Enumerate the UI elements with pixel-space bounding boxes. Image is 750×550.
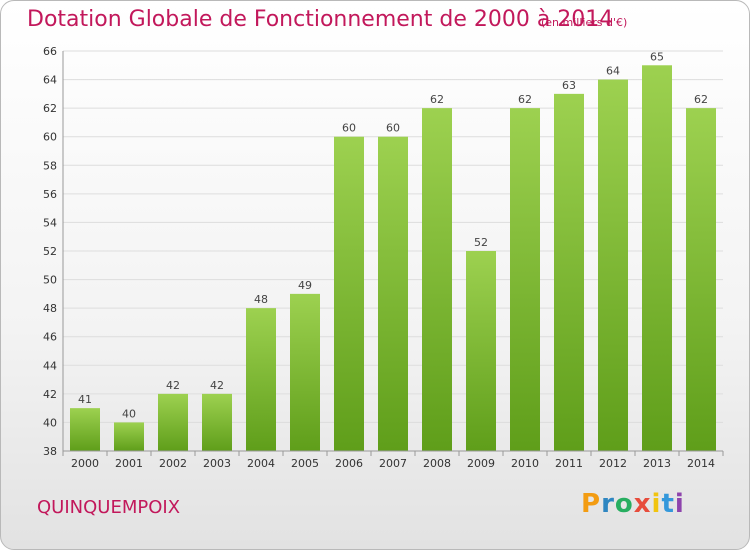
logo-letter: o bbox=[614, 489, 634, 519]
data-label: 62 bbox=[518, 93, 532, 106]
y-tick-label: 52 bbox=[43, 245, 57, 258]
bar bbox=[290, 293, 320, 451]
data-label: 65 bbox=[650, 50, 664, 63]
chart-subtitle: (en milliers d'€) bbox=[541, 16, 628, 29]
logo-letter: P bbox=[581, 489, 602, 519]
y-tick-label: 64 bbox=[43, 74, 57, 87]
x-tick-label: 2003 bbox=[203, 457, 231, 470]
bar bbox=[158, 393, 188, 451]
x-tick-label: 2011 bbox=[555, 457, 583, 470]
x-tick-label: 2006 bbox=[335, 457, 363, 470]
logo-letter: i bbox=[674, 489, 685, 519]
data-label: 62 bbox=[694, 93, 708, 106]
y-tick-label: 46 bbox=[43, 331, 57, 344]
x-tick-label: 2012 bbox=[599, 457, 627, 470]
y-tick-label: 42 bbox=[43, 388, 57, 401]
x-tick-label: 2004 bbox=[247, 457, 275, 470]
bar bbox=[378, 136, 408, 451]
data-label: 49 bbox=[298, 279, 312, 292]
logo-letter: x bbox=[633, 489, 652, 519]
y-tick-label: 44 bbox=[43, 359, 57, 372]
x-tick-label: 2005 bbox=[291, 457, 319, 470]
bar bbox=[642, 65, 672, 452]
data-label: 62 bbox=[430, 93, 444, 106]
data-label: 41 bbox=[78, 393, 92, 406]
data-label: 52 bbox=[474, 236, 488, 249]
bar bbox=[70, 408, 100, 451]
bar bbox=[202, 393, 232, 451]
data-label: 64 bbox=[606, 65, 620, 78]
x-tick-label: 2001 bbox=[115, 457, 143, 470]
y-tick-label: 56 bbox=[43, 188, 57, 201]
y-tick-label: 60 bbox=[43, 131, 57, 144]
bar bbox=[598, 79, 628, 452]
logo-letter: r bbox=[601, 489, 615, 519]
bar bbox=[246, 308, 276, 451]
y-tick-label: 50 bbox=[43, 274, 57, 287]
y-tick-label: 66 bbox=[43, 45, 57, 58]
logo-letter: i bbox=[651, 489, 662, 519]
x-tick-label: 2014 bbox=[687, 457, 715, 470]
x-tick-label: 2007 bbox=[379, 457, 407, 470]
logo-letter: t bbox=[661, 489, 675, 519]
y-tick-label: 38 bbox=[43, 445, 57, 458]
bar bbox=[114, 422, 144, 451]
x-tick-label: 2009 bbox=[467, 457, 495, 470]
bar bbox=[554, 93, 584, 451]
data-label: 60 bbox=[386, 122, 400, 135]
data-label: 60 bbox=[342, 122, 356, 135]
x-tick-label: 2010 bbox=[511, 457, 539, 470]
bar bbox=[686, 108, 716, 452]
proxiti-logo[interactable]: Proxiti bbox=[581, 489, 685, 519]
data-label: 63 bbox=[562, 79, 576, 92]
data-label: 40 bbox=[122, 407, 136, 420]
y-tick-label: 58 bbox=[43, 159, 57, 172]
y-tick-label: 62 bbox=[43, 102, 57, 115]
data-label: 42 bbox=[166, 379, 180, 392]
place-name: QUINQUEMPOIX bbox=[37, 497, 181, 518]
bar bbox=[510, 108, 540, 452]
x-tick-label: 2008 bbox=[423, 457, 451, 470]
x-tick-label: 2013 bbox=[643, 457, 671, 470]
x-tick-label: 2000 bbox=[71, 457, 99, 470]
data-label: 48 bbox=[254, 293, 268, 306]
y-tick-label: 40 bbox=[43, 416, 57, 429]
data-label: 42 bbox=[210, 379, 224, 392]
bar bbox=[422, 108, 452, 452]
x-tick-label: 2002 bbox=[159, 457, 187, 470]
bar bbox=[466, 251, 496, 451]
y-tick-label: 48 bbox=[43, 302, 57, 315]
bar bbox=[334, 136, 364, 451]
chart-title: Dotation Globale de Fonctionnement de 20… bbox=[27, 7, 614, 32]
y-tick-label: 54 bbox=[43, 216, 57, 229]
